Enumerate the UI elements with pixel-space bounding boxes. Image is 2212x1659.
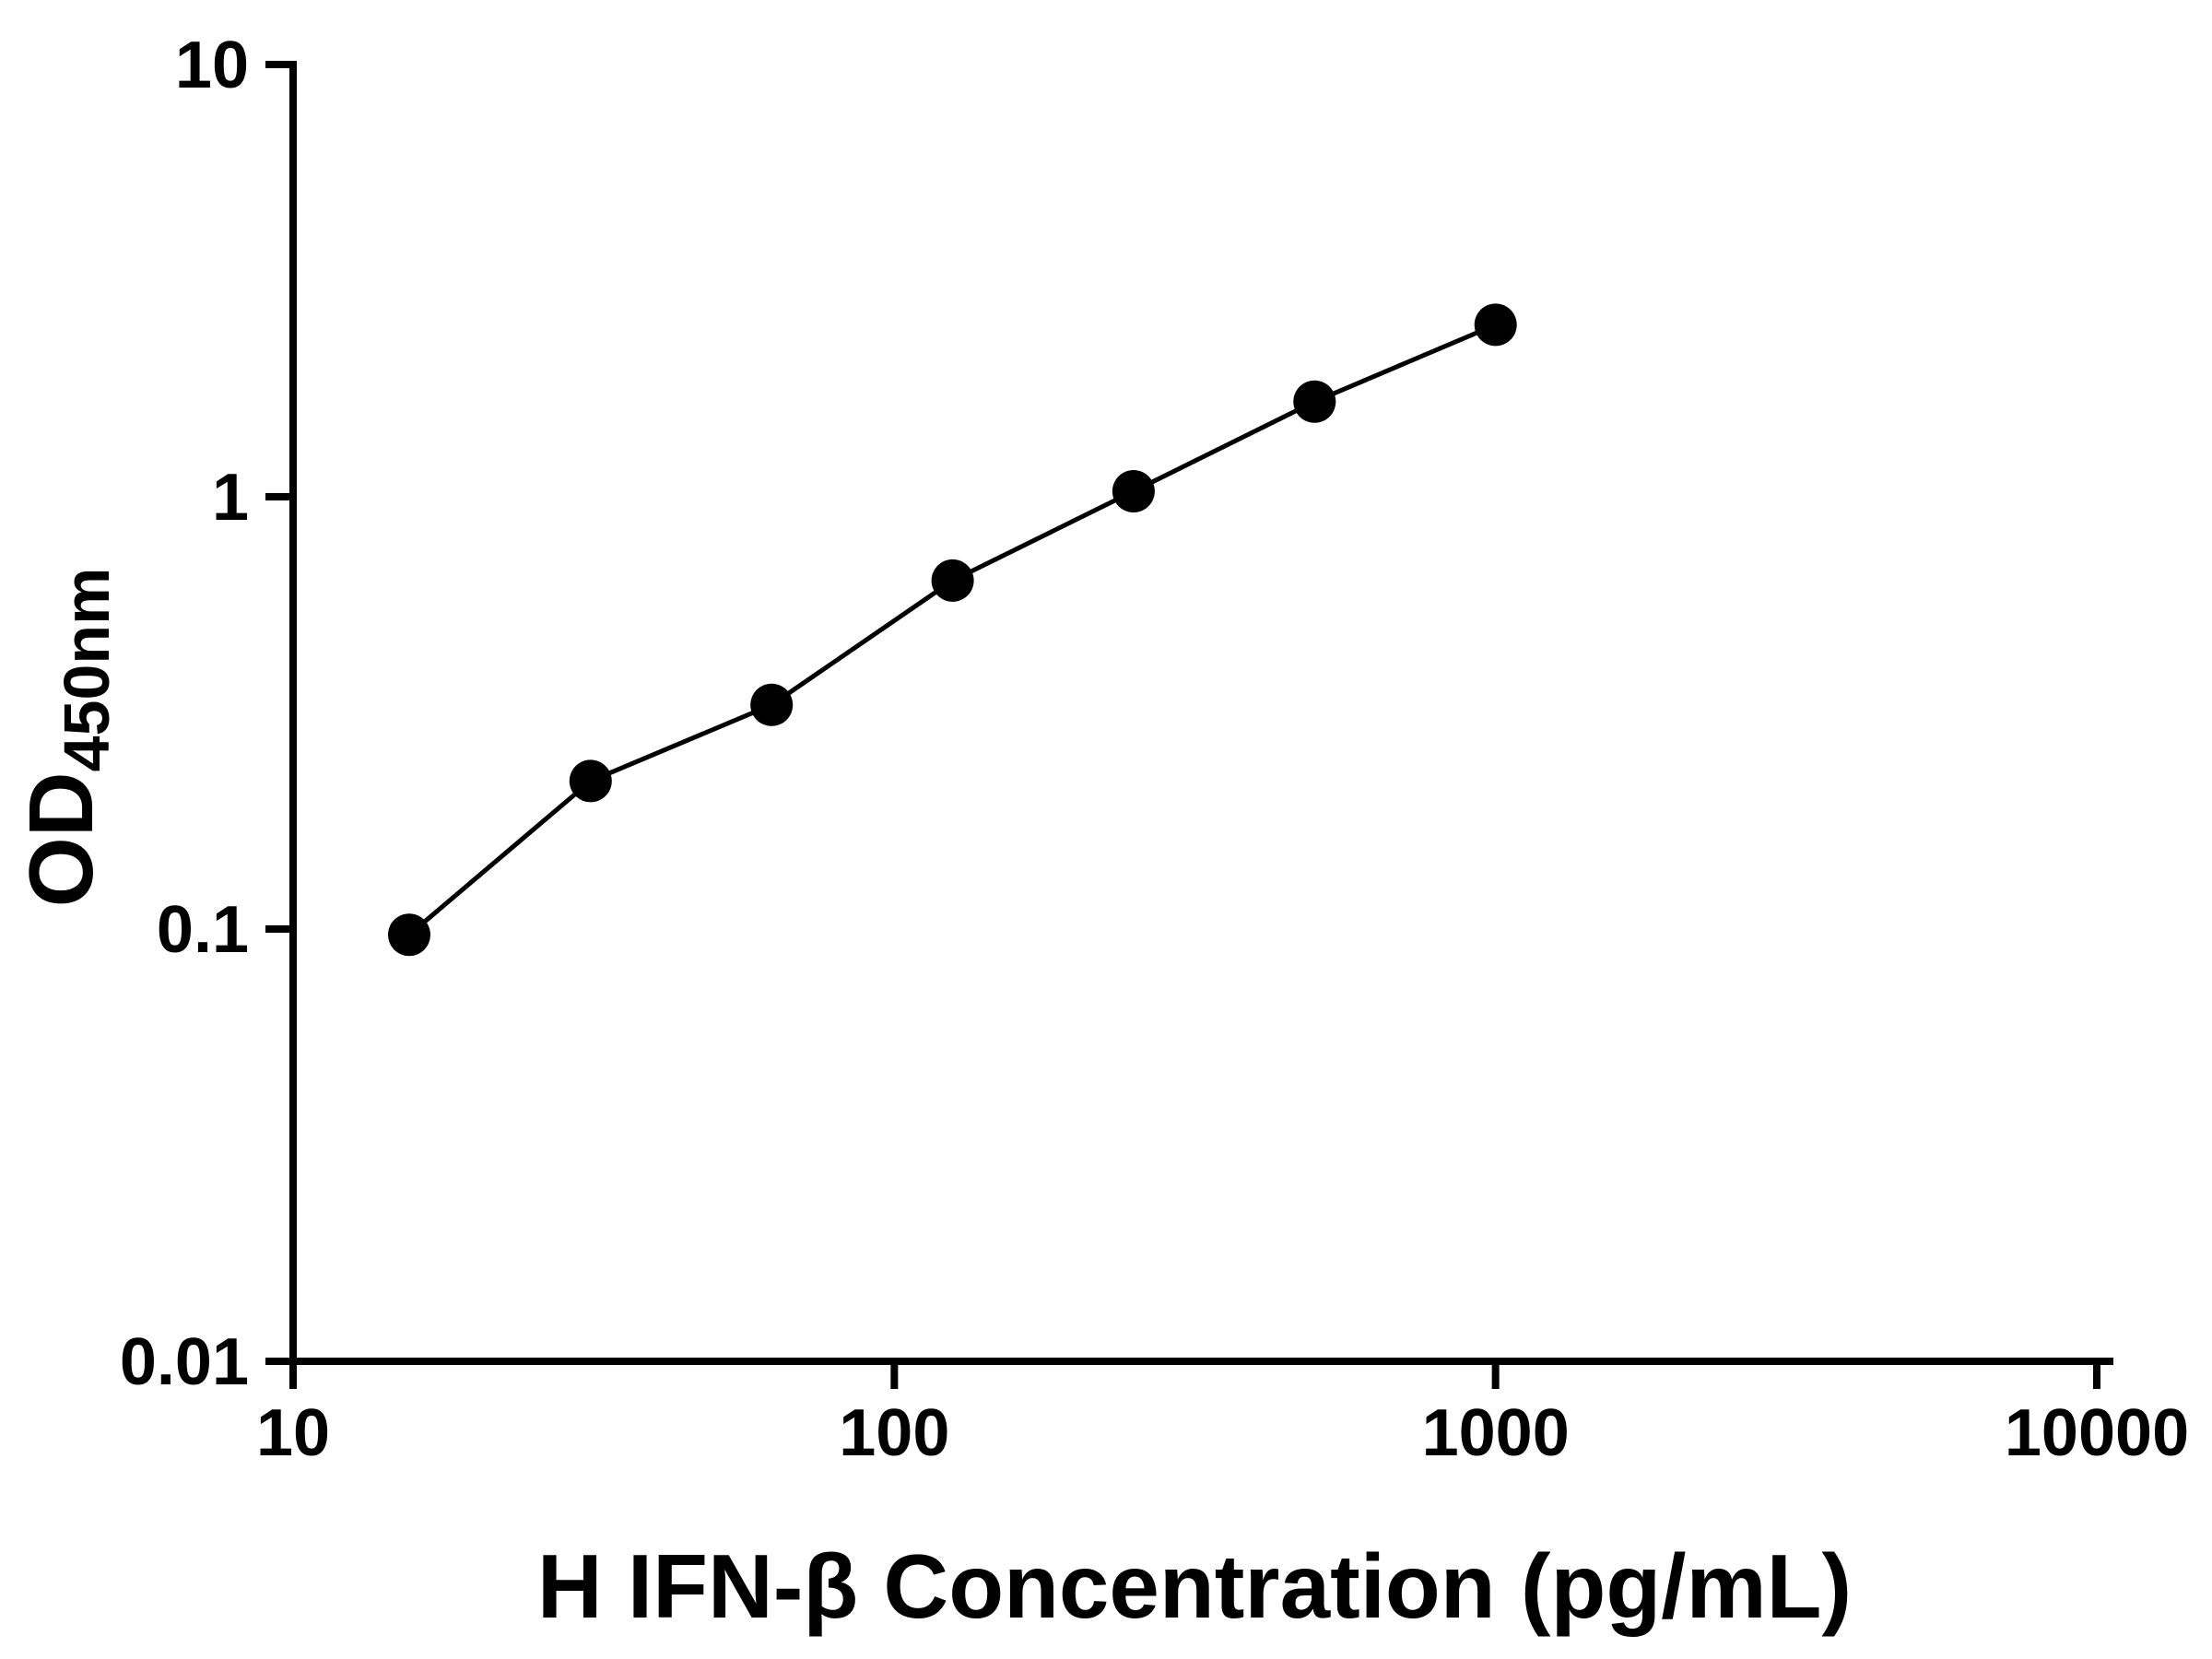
data-point <box>750 683 794 726</box>
x-tick-label: 10 <box>256 1396 330 1470</box>
data-point <box>1474 303 1517 347</box>
data-point <box>388 913 430 957</box>
y-tick-label: 10 <box>175 29 249 102</box>
y-tick-label: 1 <box>212 461 249 535</box>
data-point <box>931 559 974 602</box>
series-layer <box>388 303 1517 957</box>
axes-layer: 10 100 1000 10000 0.01 0.1 1 10 <box>120 29 2189 1470</box>
y-tick-label: 0.01 <box>120 1325 249 1399</box>
y-axis-title-main: OD <box>10 771 112 907</box>
data-point <box>1112 470 1155 512</box>
y-axis-title-subscript: 450nm <box>51 568 123 772</box>
x-axis-title: H IFN-β Concentration (pg/mL) <box>537 1535 1852 1637</box>
data-point <box>569 759 612 803</box>
y-tick-label: 0.1 <box>157 893 249 967</box>
data-point <box>1293 380 1336 423</box>
y-axis-title: OD450nm <box>10 568 123 908</box>
x-tick-label: 100 <box>839 1396 949 1470</box>
x-tick-label: 1000 <box>1422 1396 1570 1470</box>
standard-curve-line <box>406 322 1499 937</box>
x-tick-label: 10000 <box>2005 1396 2189 1470</box>
